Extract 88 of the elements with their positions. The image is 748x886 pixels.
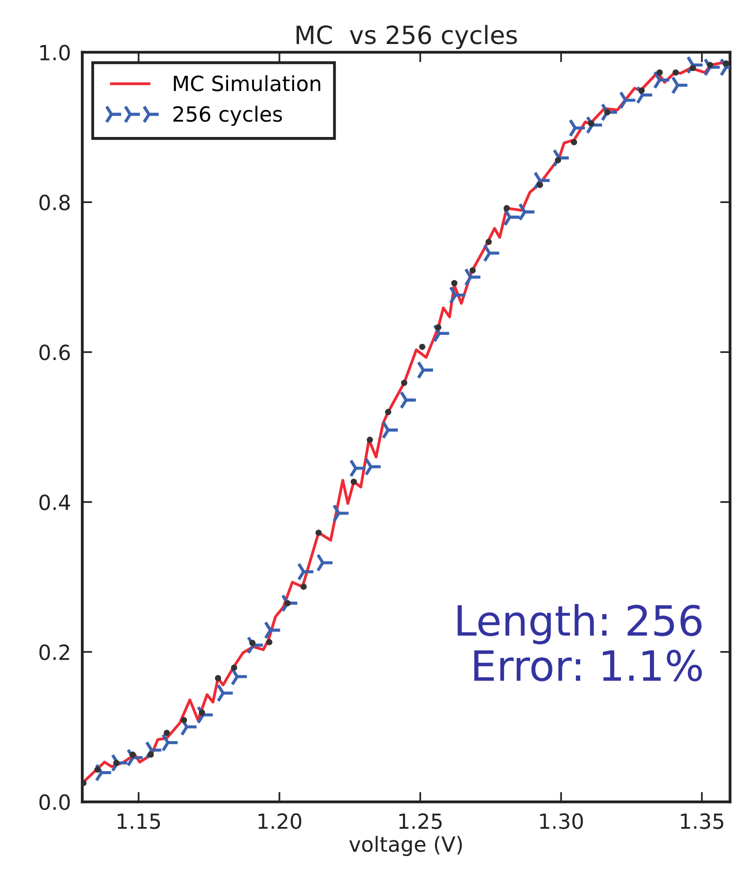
x-tick-label: 1.25 [399,813,442,830]
point [246,636,264,654]
point [504,205,510,212]
point [451,280,458,286]
point [332,504,350,523]
point [486,238,492,246]
point [653,70,671,90]
point [284,600,291,606]
point [449,286,467,304]
legend-label: MC Simulation [174,75,320,92]
point [249,640,256,646]
point [704,58,722,77]
point [419,344,426,350]
point [316,553,334,572]
point [401,380,408,386]
point [588,120,594,127]
point [570,139,578,146]
point [638,87,645,94]
y-tick-label: 0.2 [39,644,70,660]
x-tick-label: 1.20 [258,813,302,830]
point [706,62,714,68]
point [230,667,248,686]
point [300,584,307,590]
x-tick-label: 1.30 [540,813,583,830]
point [130,751,136,758]
point [518,202,536,222]
point [433,324,451,343]
point [349,458,368,478]
point [671,76,689,95]
point [656,69,663,76]
x-axis-title: voltage (V) [349,836,462,856]
x-tick-label: 1.15 [118,814,160,830]
point [604,109,610,116]
point [198,710,206,716]
point [148,751,154,758]
y-tick-label: 0.6 [39,344,70,360]
point [350,478,357,485]
point [196,706,214,724]
point [364,457,382,476]
y-tick-label: 0.4 [39,494,70,510]
point [126,748,144,767]
point [534,171,552,190]
annotation: Error: 1.1% [474,650,702,682]
point [94,766,101,773]
legend-label: 256 cycles [173,106,282,126]
point [95,763,113,782]
point [216,684,234,702]
point [552,148,570,168]
point [554,157,562,164]
point [315,530,322,536]
point [145,740,163,760]
point [113,760,120,766]
point [162,733,180,752]
point [672,69,679,76]
point [483,244,501,262]
chart-title: MC vs 256 cycles [296,24,517,50]
point [690,64,696,72]
point [686,56,704,74]
point [164,730,170,736]
point [230,664,238,671]
point [722,60,730,67]
point [382,420,400,440]
point [600,102,619,122]
point [636,86,654,104]
point [281,594,299,613]
y-tick-label: 0.0 [39,794,70,810]
point [400,390,418,410]
point [586,116,604,134]
y-tick-label: 1.0 [40,44,70,60]
point [82,780,87,786]
point [619,90,637,110]
point [214,675,222,682]
point [180,717,188,724]
point [266,639,272,646]
point [536,182,544,188]
x-tick-label: 1.35 [680,813,724,830]
y-tick-label: 0.8 [39,194,70,210]
annotation: Length: 256 [458,604,702,644]
point [435,324,442,330]
point [264,620,282,640]
point [464,268,482,286]
point [416,360,435,380]
point [385,408,392,416]
point [111,754,129,772]
point [568,118,586,138]
point [366,436,373,443]
point [470,267,476,274]
point [297,562,315,582]
